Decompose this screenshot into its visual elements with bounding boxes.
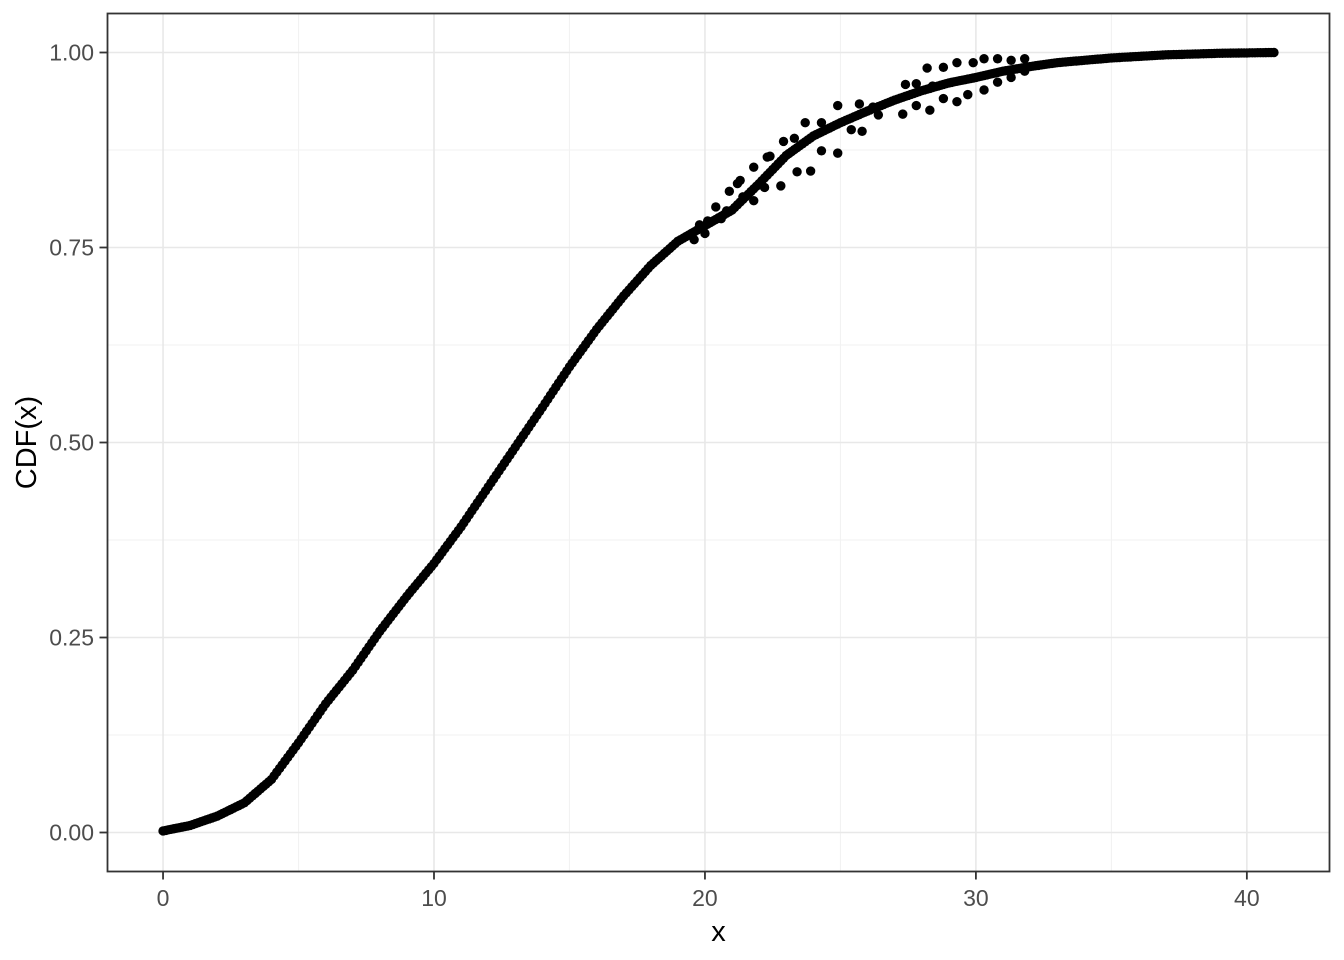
- x-tick-label: 20: [692, 885, 718, 911]
- scatter-point: [868, 102, 878, 112]
- scatter-point: [1006, 55, 1016, 65]
- scatter-point: [911, 100, 921, 111]
- cdf-scatter-points: [689, 54, 1030, 245]
- scatter-point: [833, 100, 843, 111]
- scatter-point: [925, 105, 935, 115]
- x-tick-label: 10: [421, 885, 447, 911]
- scatter-point: [979, 85, 989, 95]
- scatter-point: [992, 54, 1003, 64]
- scatter-point: [816, 146, 827, 156]
- scatter-point: [816, 118, 827, 128]
- curve-point: [1269, 47, 1279, 58]
- scatter-point: [968, 57, 978, 68]
- x-axis-tick-marks: [162, 871, 1248, 880]
- major-gridlines: [107, 13, 1330, 872]
- scatter-point: [735, 175, 745, 186]
- scatter-point: [689, 235, 699, 245]
- scatter-point: [702, 216, 713, 226]
- x-tick-label: 40: [1234, 885, 1260, 911]
- scatter-point: [854, 99, 865, 109]
- scatter-point: [1019, 66, 1030, 76]
- scatter-point: [716, 213, 726, 224]
- y-axis-tick-labels: 0.00 0.25 0.50 0.75 1.00: [49, 40, 94, 846]
- y-tick-label: 0.25: [49, 625, 94, 651]
- scatter-point: [833, 148, 843, 158]
- x-tick-label: 30: [963, 885, 989, 911]
- scatter-point: [952, 57, 962, 68]
- scatter-point: [952, 96, 962, 107]
- scatter-point: [873, 110, 884, 120]
- y-tick-label: 0.50: [49, 430, 94, 456]
- scatter-point: [911, 79, 921, 89]
- y-tick-label: 0.75: [49, 235, 94, 261]
- scatter-point: [927, 81, 938, 91]
- scatter-point: [700, 228, 710, 239]
- scatter-point: [778, 136, 789, 147]
- y-tick-label: 1.00: [49, 40, 94, 66]
- y-axis-tick-marks: [99, 51, 108, 834]
- cdf-curve-points: [158, 47, 1279, 836]
- scatter-point: [938, 93, 949, 104]
- scatter-point: [721, 206, 732, 216]
- scatter-point: [1019, 54, 1030, 64]
- scatter-point: [898, 109, 908, 119]
- scatter-point: [800, 118, 810, 128]
- scatter-point: [1006, 72, 1016, 83]
- scatter-point: [938, 62, 949, 73]
- y-axis-title: CDF(x): [11, 396, 43, 489]
- scatter-point: [759, 182, 770, 193]
- scatter-point: [922, 63, 932, 73]
- x-tick-label: 0: [157, 885, 170, 911]
- scatter-point: [992, 77, 1003, 87]
- scatter-point: [792, 167, 802, 177]
- scatter-point: [963, 89, 973, 100]
- scatter-point: [900, 79, 911, 90]
- scatter-point: [711, 202, 721, 212]
- scatter-point: [776, 181, 786, 191]
- scatter-point: [857, 126, 867, 136]
- scatter-point: [694, 220, 705, 230]
- scatter-point: [846, 125, 856, 135]
- y-tick-label: 0.00: [49, 820, 94, 846]
- x-axis-tick-labels: 0 10 20 30 40: [157, 885, 1260, 911]
- scatter-point: [979, 54, 989, 64]
- scatter-point: [749, 162, 759, 172]
- scatter-point: [724, 186, 735, 197]
- scatter-point: [789, 133, 800, 143]
- scatter-point: [749, 196, 759, 206]
- scatter-point: [765, 151, 775, 161]
- x-axis-title: x: [711, 916, 726, 948]
- scatter-point: [738, 192, 748, 202]
- scatter-point: [805, 166, 816, 176]
